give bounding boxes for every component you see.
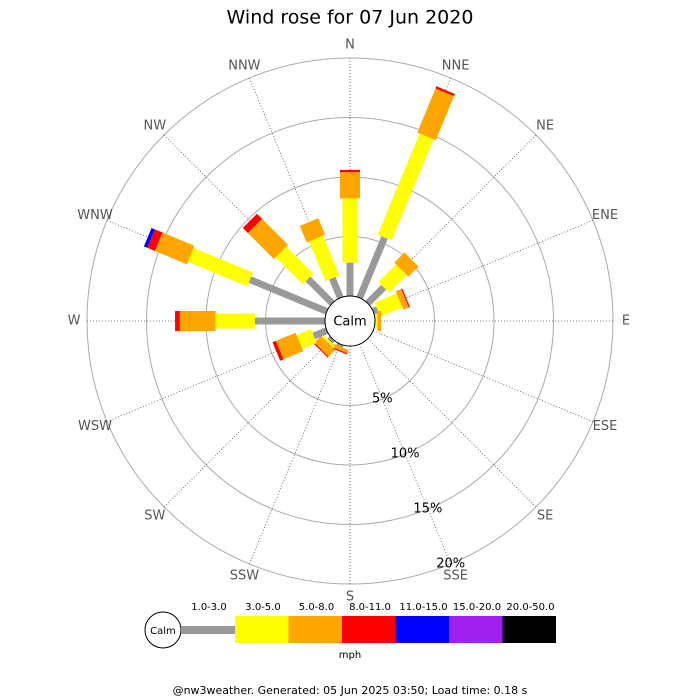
legend-swatch bbox=[395, 616, 449, 643]
direction-label: S bbox=[346, 590, 354, 605]
direction-label: WNW bbox=[77, 208, 113, 223]
direction-label: N bbox=[345, 38, 355, 53]
footer: @nw3weather. Generated: 05 Jun 2025 03:5… bbox=[173, 684, 528, 697]
spoke bbox=[359, 343, 452, 565]
legend-swatch bbox=[235, 616, 289, 643]
direction-label: NE bbox=[536, 118, 554, 133]
direction-label: SE bbox=[537, 509, 553, 524]
bar-segment bbox=[275, 246, 314, 285]
direction-label: SSE bbox=[443, 568, 468, 583]
ring-label: 5% bbox=[372, 392, 393, 407]
bar-segment bbox=[143, 227, 155, 248]
bar-segment bbox=[329, 276, 344, 300]
bar-segment bbox=[395, 288, 409, 310]
bar-segment bbox=[371, 306, 379, 315]
bar-segment bbox=[147, 229, 163, 251]
bar-segment bbox=[305, 276, 335, 306]
chart-title: Wind rose for 07 Jun 2020 bbox=[227, 7, 474, 29]
spoke bbox=[372, 330, 594, 423]
legend-label: 5.0-8.0 bbox=[299, 602, 334, 613]
bar-segment bbox=[394, 252, 419, 277]
bar-segment bbox=[275, 332, 304, 360]
ring-label: 15% bbox=[413, 502, 442, 517]
bar-segment bbox=[435, 86, 455, 97]
legend-label: 15.0-20.0 bbox=[453, 602, 501, 613]
bar-segment bbox=[242, 213, 262, 233]
bar-segment bbox=[313, 342, 329, 358]
ring-label: 20% bbox=[436, 556, 465, 571]
legend-label: 20.0-50.0 bbox=[506, 602, 554, 613]
bar-segment bbox=[296, 329, 317, 349]
bar-segment bbox=[154, 232, 195, 265]
ring-label: 10% bbox=[391, 447, 420, 462]
bar-segment bbox=[314, 335, 336, 357]
bar-segment bbox=[327, 336, 335, 344]
legend-calm-label: Calm bbox=[150, 626, 176, 637]
legend-label: 3.0-5.0 bbox=[245, 602, 280, 613]
grid-ring bbox=[146, 117, 554, 525]
legend-swatch bbox=[449, 616, 503, 643]
direction-label: ESE bbox=[593, 419, 618, 434]
bar-segment bbox=[378, 264, 407, 293]
direction-label: WSW bbox=[78, 419, 112, 434]
bar-segment bbox=[356, 236, 388, 300]
bar-segment bbox=[365, 284, 387, 306]
legend-swatch bbox=[502, 616, 556, 643]
bar-segment bbox=[308, 235, 340, 281]
calm-circle bbox=[324, 295, 376, 347]
direction-label: NNE bbox=[442, 59, 470, 74]
bar-segment bbox=[312, 327, 329, 340]
bar-segment bbox=[187, 248, 253, 287]
spoke bbox=[163, 338, 333, 508]
spoke bbox=[248, 343, 341, 565]
legend-swatch bbox=[342, 616, 396, 643]
legend-label: 11.0-15.0 bbox=[399, 602, 447, 613]
direction-label: W bbox=[68, 314, 81, 329]
legend-label: 8.0-11.0 bbox=[349, 602, 391, 613]
bar-segment bbox=[417, 88, 454, 141]
bar-segment bbox=[328, 342, 349, 354]
spoke bbox=[367, 338, 537, 508]
calm-label: Calm bbox=[333, 315, 366, 330]
direction-label: ENE bbox=[592, 208, 618, 223]
legend-swatch bbox=[288, 616, 342, 643]
direction-label: NW bbox=[144, 118, 167, 133]
bar-segment bbox=[377, 133, 434, 241]
bar-segment bbox=[247, 218, 289, 260]
bar-segment bbox=[299, 218, 326, 243]
bar-segment bbox=[248, 276, 329, 315]
bar-segment bbox=[374, 293, 403, 317]
legend-label: 1.0-3.0 bbox=[191, 602, 226, 613]
bar-segment bbox=[272, 340, 284, 361]
direction-label: SSW bbox=[230, 568, 260, 583]
direction-label: SW bbox=[144, 509, 165, 524]
legend-unit: mph bbox=[339, 650, 361, 661]
spoke bbox=[372, 219, 594, 312]
legend-swatch bbox=[181, 626, 235, 634]
bar-segment bbox=[322, 335, 336, 349]
direction-label: E bbox=[622, 314, 630, 329]
direction-label: NNW bbox=[228, 59, 260, 74]
